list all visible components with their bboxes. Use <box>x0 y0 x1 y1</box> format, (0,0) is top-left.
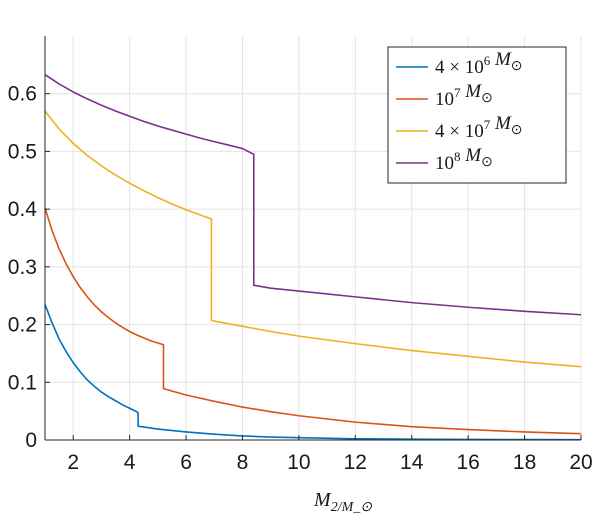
series-line <box>44 74 582 316</box>
series-layer <box>44 74 582 441</box>
x-axis-label: M2/M_⊙ <box>313 489 372 515</box>
axes <box>44 36 582 441</box>
legend-label: 4 × 107 M⊙ <box>435 113 523 142</box>
y-tick-label: 0.5 <box>8 140 37 163</box>
y-tick-label: 0.1 <box>8 371 37 394</box>
x-tick-label: 8 <box>237 451 249 474</box>
y-tick-label: 0 <box>25 429 37 452</box>
y-tick-label: 0.4 <box>8 198 38 221</box>
legend: 4 × 106 M⊙ 107 M⊙ 4 × 107 M⊙ 108 M⊙ <box>387 46 567 184</box>
series-line <box>44 207 582 435</box>
x-tick-label: 16 <box>456 451 479 474</box>
series-line <box>44 110 582 368</box>
x-tick-label: 20 <box>569 451 592 474</box>
y-tick-label: 0.3 <box>8 256 37 279</box>
x-tick-label: 12 <box>344 451 367 474</box>
x-tick-label: 4 <box>124 451 136 474</box>
legend-label: 108 M⊙ <box>435 145 493 174</box>
y-tick-label: 0.2 <box>8 314 37 337</box>
tick-labels: 2 4 6 8 10 12 14 16 18 20 0 0.1 0.2 0.3 0.4 0.5 0.6 <box>8 83 593 474</box>
series-line <box>44 304 582 441</box>
y-tick-label: 0.6 <box>8 83 37 106</box>
legend-box <box>387 46 567 184</box>
x-tick-label: 18 <box>513 451 536 474</box>
x-tick-label: 6 <box>180 451 192 474</box>
x-tick-label: 10 <box>287 451 310 474</box>
x-tick-label: 2 <box>67 451 79 474</box>
x-axis-title: M2/M_⊙ <box>313 489 372 515</box>
legend-label: 107 M⊙ <box>435 81 493 110</box>
x-tick-label: 14 <box>400 451 424 474</box>
legend-label: 4 × 106 M⊙ <box>435 49 523 78</box>
